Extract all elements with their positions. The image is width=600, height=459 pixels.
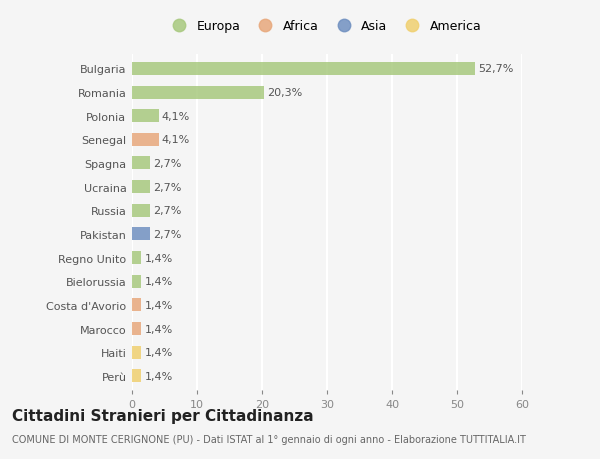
Bar bbox=[132, 204, 149, 217]
Text: 1,4%: 1,4% bbox=[145, 253, 173, 263]
Bar bbox=[132, 110, 158, 123]
Bar bbox=[132, 322, 141, 335]
Text: 1,4%: 1,4% bbox=[145, 324, 173, 334]
Text: 2,7%: 2,7% bbox=[153, 182, 181, 192]
Text: 20,3%: 20,3% bbox=[267, 88, 302, 98]
Text: COMUNE DI MONTE CERIGNONE (PU) - Dati ISTAT al 1° gennaio di ogni anno - Elabora: COMUNE DI MONTE CERIGNONE (PU) - Dati IS… bbox=[12, 434, 526, 444]
Text: 52,7%: 52,7% bbox=[478, 64, 513, 74]
Bar bbox=[132, 299, 141, 312]
Text: 1,4%: 1,4% bbox=[145, 277, 173, 286]
Bar bbox=[132, 181, 149, 194]
Bar bbox=[132, 369, 141, 382]
Text: 1,4%: 1,4% bbox=[145, 371, 173, 381]
Bar bbox=[132, 134, 158, 146]
Text: Cittadini Stranieri per Cittadinanza: Cittadini Stranieri per Cittadinanza bbox=[12, 409, 314, 424]
Text: 2,7%: 2,7% bbox=[153, 230, 181, 240]
Text: 2,7%: 2,7% bbox=[153, 206, 181, 216]
Bar bbox=[132, 346, 141, 359]
Bar bbox=[132, 228, 149, 241]
Text: 1,4%: 1,4% bbox=[145, 300, 173, 310]
Text: 4,1%: 4,1% bbox=[162, 135, 190, 145]
Text: 1,4%: 1,4% bbox=[145, 347, 173, 358]
Bar bbox=[132, 157, 149, 170]
Bar bbox=[132, 63, 475, 76]
Text: 4,1%: 4,1% bbox=[162, 112, 190, 122]
Legend: Europa, Africa, Asia, America: Europa, Africa, Asia, America bbox=[166, 20, 482, 33]
Bar bbox=[132, 252, 141, 264]
Bar bbox=[132, 86, 264, 99]
Text: 2,7%: 2,7% bbox=[153, 159, 181, 168]
Bar bbox=[132, 275, 141, 288]
